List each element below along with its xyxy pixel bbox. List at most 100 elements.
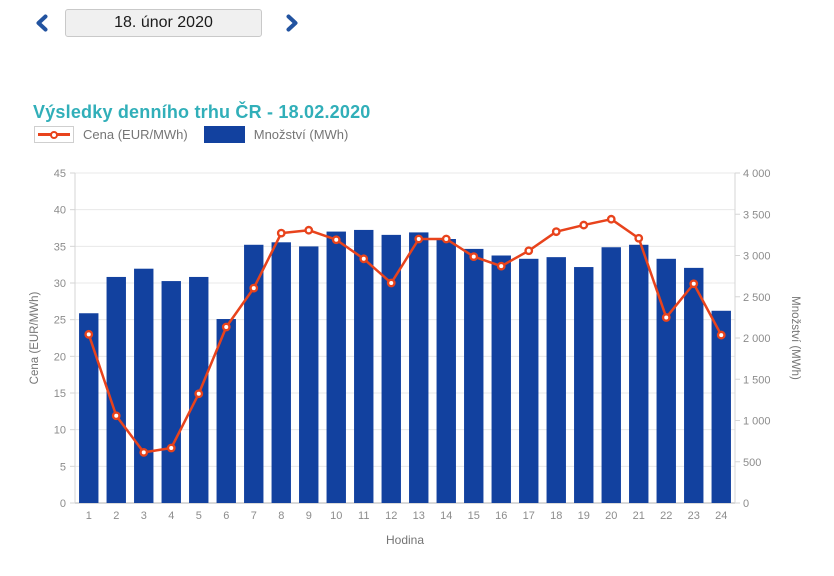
volume-bar-hour-20[interactable]: [601, 247, 621, 503]
price-point-hour-5[interactable]: [194, 389, 204, 399]
price-point-hour-18[interactable]: [551, 227, 561, 237]
left-axis-title: Cena (EUR/MWh): [29, 292, 41, 385]
volume-bar-hour-8[interactable]: [271, 242, 291, 504]
volume-bar-hour-3[interactable]: [134, 268, 154, 503]
price-point-hour-12[interactable]: [386, 278, 396, 288]
price-point-hour-1[interactable]: [84, 329, 94, 339]
volume-bar-hour-16[interactable]: [491, 255, 511, 504]
right-axis-tick-label: 2 000: [743, 333, 771, 345]
right-axis-tick-label: 3 000: [743, 251, 771, 263]
price-point-hour-22[interactable]: [661, 313, 671, 322]
left-axis-tick-label: 25: [54, 315, 66, 327]
left-axis-tick-label: 10: [54, 425, 66, 437]
price-point-hour-8[interactable]: [276, 228, 286, 238]
legend-label-volume: Množství (MWh): [253, 127, 349, 142]
price-point-hour-21[interactable]: [634, 233, 644, 243]
page-title: Výsledky denního trhu ČR - 18.02.2020: [33, 101, 371, 122]
legend-item-volume[interactable]: Množství (MWh): [203, 126, 349, 143]
volume-bar-hour-15[interactable]: [464, 248, 484, 503]
chart-legend: Cena (EUR/MWh) Množství (MWh): [34, 126, 348, 143]
price-point-hour-10[interactable]: [331, 235, 341, 245]
legend-item-price[interactable]: Cena (EUR/MWh): [34, 126, 188, 143]
volume-bar-hour-19[interactable]: [574, 267, 594, 503]
x-tick-label: 2: [113, 510, 119, 522]
volume-bar-hour-10[interactable]: [326, 231, 346, 503]
price-point-hour-6[interactable]: [221, 322, 231, 332]
x-tick-label: 19: [578, 510, 590, 522]
date-navigation: 18. únor 2020: [33, 9, 300, 37]
x-tick-label: 9: [306, 510, 312, 522]
x-tick-label: 6: [223, 510, 229, 522]
right-axis-tick-label: 3 500: [743, 209, 771, 221]
price-point-hour-19[interactable]: [579, 220, 589, 230]
right-axis-tick-label: 1 000: [743, 416, 771, 428]
price-line-swatch-icon: [34, 126, 74, 143]
x-tick-label: 7: [251, 510, 257, 522]
volume-bar-hour-18[interactable]: [546, 257, 566, 503]
x-tick-label: 14: [440, 510, 452, 522]
x-tick-label: 1: [86, 510, 92, 522]
x-tick-label: 10: [330, 510, 342, 522]
price-point-hour-23[interactable]: [689, 279, 699, 289]
x-tick-label: 23: [688, 510, 700, 522]
volume-bar-hour-4[interactable]: [161, 281, 181, 503]
price-point-hour-15[interactable]: [469, 252, 479, 262]
x-tick-label: 12: [385, 510, 397, 522]
previous-day-button[interactable]: [33, 9, 49, 37]
price-line: [87, 217, 723, 454]
left-axis-tick-label: 30: [54, 278, 66, 290]
volume-bar-hour-2[interactable]: [106, 276, 126, 503]
volume-bar-hour-11[interactable]: [354, 229, 374, 504]
volume-bar-hour-23[interactable]: [684, 267, 704, 503]
volume-bar-hour-1[interactable]: [79, 313, 99, 503]
volume-bar-hour-17[interactable]: [519, 258, 539, 503]
volume-bar-hour-12[interactable]: [381, 234, 401, 503]
left-axis-tick-label: 5: [60, 461, 66, 473]
price-point-hour-11[interactable]: [359, 254, 369, 264]
left-axis-tick-label: 0: [60, 498, 66, 510]
price-point-hour-16[interactable]: [496, 261, 506, 271]
right-axis-tick-label: 1 500: [743, 374, 771, 386]
volume-bar-hour-9[interactable]: [299, 246, 319, 504]
price-point-hour-4[interactable]: [166, 443, 176, 453]
right-axis-tick-label: 0: [743, 498, 749, 510]
price-point-hour-2[interactable]: [111, 411, 121, 421]
left-axis-tick-label: 15: [54, 388, 66, 400]
volume-bar-hour-6[interactable]: [216, 319, 236, 503]
left-axis-tick-label: 20: [54, 351, 66, 363]
price-point-hour-3[interactable]: [139, 447, 149, 457]
x-tick-label: 13: [413, 510, 425, 522]
x-tick-label: 18: [550, 510, 562, 522]
price-point-hour-14[interactable]: [441, 234, 451, 244]
price-point-hour-9[interactable]: [304, 225, 314, 235]
x-tick-label: 8: [278, 510, 284, 522]
x-tick-label: 11: [358, 510, 369, 522]
price-point-hour-13[interactable]: [414, 234, 424, 244]
price-point-hour-24[interactable]: [716, 330, 726, 340]
volume-bar-hour-7[interactable]: [244, 244, 264, 503]
volume-bar-hour-14[interactable]: [436, 239, 456, 503]
right-axis-tick-label: 4 000: [743, 168, 771, 180]
x-tick-label: 16: [495, 510, 507, 522]
next-day-button[interactable]: [284, 9, 300, 37]
price-point-hour-17[interactable]: [524, 246, 534, 256]
x-tick-label: 20: [605, 510, 617, 522]
volume-bar-hour-24[interactable]: [711, 310, 731, 503]
right-axis-tick-label: 2 500: [743, 292, 771, 304]
x-tick-label: 15: [468, 510, 480, 522]
price-point-hour-20[interactable]: [606, 214, 616, 224]
chevron-right-icon: [286, 14, 299, 32]
volume-bar-swatch-icon: [203, 126, 245, 143]
date-picker-button[interactable]: 18. únor 2020: [65, 9, 262, 37]
right-axis-tick-label: 500: [743, 457, 761, 469]
x-tick-label: 17: [523, 510, 535, 522]
x-tick-label: 4: [168, 510, 174, 522]
volume-bar-hour-13[interactable]: [409, 232, 429, 503]
x-tick-label: 3: [141, 510, 147, 522]
right-axis-title: Množství (MWh): [789, 296, 801, 380]
x-tick-label: 21: [633, 510, 645, 522]
volume-bar-hour-22[interactable]: [656, 258, 676, 503]
price-point-hour-7[interactable]: [249, 283, 259, 293]
volume-bar-hour-21[interactable]: [629, 244, 649, 503]
